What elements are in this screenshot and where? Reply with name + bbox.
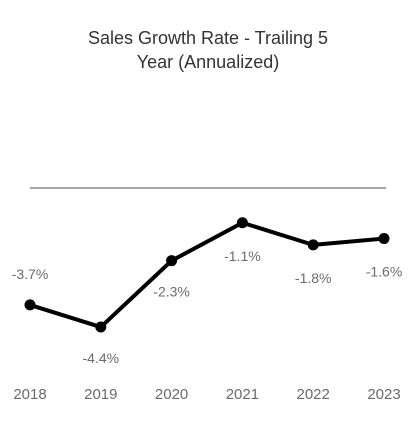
x-axis-ticks: 2018 2019 2020 2021 2022 2023 — [13, 386, 400, 403]
data-point-2021 — [236, 217, 248, 229]
data-label-2018: -3.7% — [12, 266, 49, 282]
data-point-2023 — [378, 233, 390, 245]
x-tick-2020: 2020 — [155, 386, 188, 403]
x-tick-2022: 2022 — [297, 386, 330, 403]
data-label-2023: -1.6% — [366, 264, 403, 280]
data-point-2018 — [24, 299, 36, 311]
x-tick-2021: 2021 — [226, 386, 259, 403]
data-label-2020: -2.3% — [153, 284, 190, 300]
data-point-2022 — [307, 239, 319, 251]
chart-title-line-1: Sales Growth Rate - Trailing 5 — [87, 28, 329, 48]
x-tick-2023: 2023 — [367, 386, 400, 403]
data-label-2021: -1.1% — [224, 248, 261, 264]
chart-title-line-2: Year (Annualized) — [136, 52, 280, 72]
data-points — [24, 217, 390, 333]
series-line — [28, 220, 386, 330]
data-point-2020 — [166, 255, 178, 267]
data-label-2022: -1.8% — [295, 270, 332, 286]
data-point-2019 — [95, 321, 107, 333]
data-labels: -3.7% -4.4% -2.3% -1.1% -1.8% -1.6% — [12, 248, 403, 366]
data-label-2019: -4.4% — [83, 350, 120, 366]
x-tick-2019: 2019 — [84, 386, 117, 403]
x-tick-2018: 2018 — [13, 386, 46, 403]
chart-title: Sales Growth Rate - Trailing 5 Year (Ann… — [0, 26, 416, 74]
